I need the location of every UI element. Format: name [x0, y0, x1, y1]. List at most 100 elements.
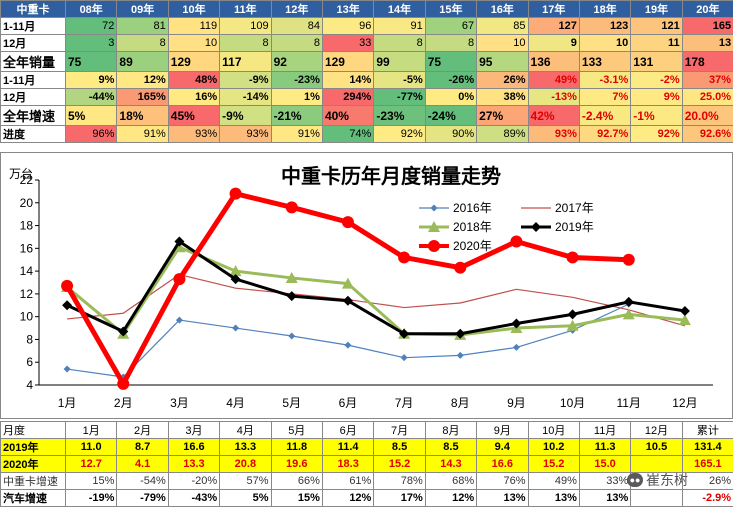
data-cell: -20% — [167, 472, 221, 490]
row-label-cell: 全年增速 — [0, 105, 66, 126]
data-point — [341, 277, 354, 289]
table-header-row: 中重卡 08年 09年 10年 11年 12年 13年 14年 15年 16年 17年 18年 19年 2… — [0, 0, 733, 18]
legend-label: 2019年 — [555, 220, 594, 234]
legend-item: 2018年 — [419, 220, 492, 234]
data-cell: -14% — [219, 88, 272, 106]
table-title-cell: 中重卡 — [0, 0, 66, 18]
data-cell: 18% — [116, 105, 169, 126]
data-cell: 40% — [321, 105, 375, 126]
series-4 — [61, 187, 635, 390]
year-header-cell: 16年 — [476, 0, 529, 18]
data-cell: 178 — [681, 51, 733, 72]
data-cell: -43% — [167, 489, 221, 507]
data-cell: 9% — [64, 71, 118, 89]
table-row: 全年增速 5% 18% 45% -9% -21% 40% -23% -24% 27% 42% -2.4… — [0, 105, 733, 126]
data-cell: 96% — [64, 125, 118, 143]
data-cell: 38% — [476, 88, 529, 106]
data-point — [174, 236, 185, 247]
y-tick-label: 16 — [20, 241, 34, 255]
data-cell: -2.9% — [681, 489, 733, 507]
data-point — [511, 318, 522, 329]
data-point — [456, 351, 464, 359]
data-cell: -44% — [64, 88, 118, 106]
y-tick-label: 10 — [20, 310, 34, 324]
row-label-cell: 全年销量 — [0, 51, 66, 72]
x-tick-label: 6月 — [339, 396, 358, 410]
data-cell: -54% — [116, 472, 169, 490]
data-cell: 5% — [219, 489, 272, 507]
data-point — [567, 309, 578, 320]
data-point — [342, 295, 353, 306]
data-point — [229, 187, 242, 200]
data-cell: 84 — [270, 17, 323, 35]
data-cell: 0% — [424, 88, 478, 106]
data-cell: -21% — [270, 105, 323, 126]
row-label-cell: 中重卡增速 — [0, 472, 66, 490]
row-label-cell: 2020年 — [0, 455, 66, 473]
data-cell: -9% — [219, 71, 272, 89]
data-cell: 11.4 — [321, 438, 375, 456]
data-cell: 92.6% — [681, 125, 733, 143]
data-point — [118, 326, 129, 337]
year-header-cell: 17年 — [527, 0, 580, 18]
data-point — [288, 332, 296, 340]
data-cell: 16.6 — [167, 438, 221, 456]
data-point — [62, 300, 73, 311]
table-row: 2019年 11.0 8.7 16.6 13.3 11.8 11.4 8.5 8.5 9.4 10.… — [0, 438, 733, 456]
year-header-cell: 10年 — [167, 0, 221, 18]
data-cell: 78% — [373, 472, 426, 490]
data-cell: 123 — [578, 17, 632, 35]
data-cell: 85 — [476, 17, 529, 35]
data-point — [455, 328, 466, 339]
month-header-cell: 11月 — [578, 421, 632, 439]
x-tick-label: 8月 — [451, 396, 470, 410]
data-cell: 93% — [167, 125, 221, 143]
data-cell: 8 — [270, 34, 323, 52]
y-tick-label: 18 — [20, 219, 34, 233]
table-row: 中重卡增速 15% -54% -20% 57% 66% 61% 78% 68% 76% 49% 33%… — [0, 472, 733, 490]
data-cell: 10 — [578, 34, 632, 52]
data-cell: 93% — [527, 125, 580, 143]
row-label-cell: 1-11月 — [0, 17, 66, 35]
data-cell: 11 — [630, 34, 683, 52]
data-cell: 121 — [630, 17, 683, 35]
year-header-cell: 12年 — [270, 0, 323, 18]
x-tick-label: 4月 — [226, 396, 245, 410]
data-cell: 20.0% — [681, 105, 733, 126]
data-point — [173, 241, 186, 253]
year-header-cell: 08年 — [64, 0, 118, 18]
data-cell: 42% — [527, 105, 580, 126]
legend-label: 2017年 — [555, 201, 594, 215]
data-point — [285, 201, 298, 214]
data-cell: 17% — [373, 489, 426, 507]
data-cell: 8.5 — [424, 438, 478, 456]
data-cell: 13 — [681, 34, 733, 52]
data-point — [398, 251, 411, 264]
data-cell: 91 — [373, 17, 426, 35]
data-cell: -26% — [424, 71, 478, 89]
data-point — [175, 316, 183, 324]
legend-marker — [430, 204, 438, 212]
month-header-cell: 6月 — [321, 421, 375, 439]
x-tick-label: 1月 — [58, 396, 77, 410]
year-header-cell: 09年 — [116, 0, 169, 18]
data-cell: 18.3 — [321, 455, 375, 473]
data-cell — [630, 455, 683, 473]
data-cell: 10 — [476, 34, 529, 52]
table-row: 12月 3 8 10 8 8 33 8 8 10 9 10 11 13 — [0, 34, 733, 52]
data-cell: 165 — [681, 17, 733, 35]
data-cell: 76% — [476, 472, 529, 490]
wechat-icon: ●● — [627, 473, 643, 487]
data-cell: 131 — [630, 51, 683, 72]
data-cell: 13.3 — [219, 438, 272, 456]
data-point — [512, 343, 520, 351]
data-cell: -13% — [527, 88, 580, 106]
data-cell: 133 — [578, 51, 632, 72]
legend-item: 2019年 — [521, 220, 594, 234]
data-cell: 25.0% — [681, 88, 733, 106]
row-label-cell: 12月 — [0, 34, 66, 52]
data-cell: -23% — [373, 105, 426, 126]
data-cell: 49% — [527, 472, 580, 490]
y-axis-unit: 万台 — [9, 166, 33, 181]
row-label-cell: 进度 — [0, 125, 66, 143]
